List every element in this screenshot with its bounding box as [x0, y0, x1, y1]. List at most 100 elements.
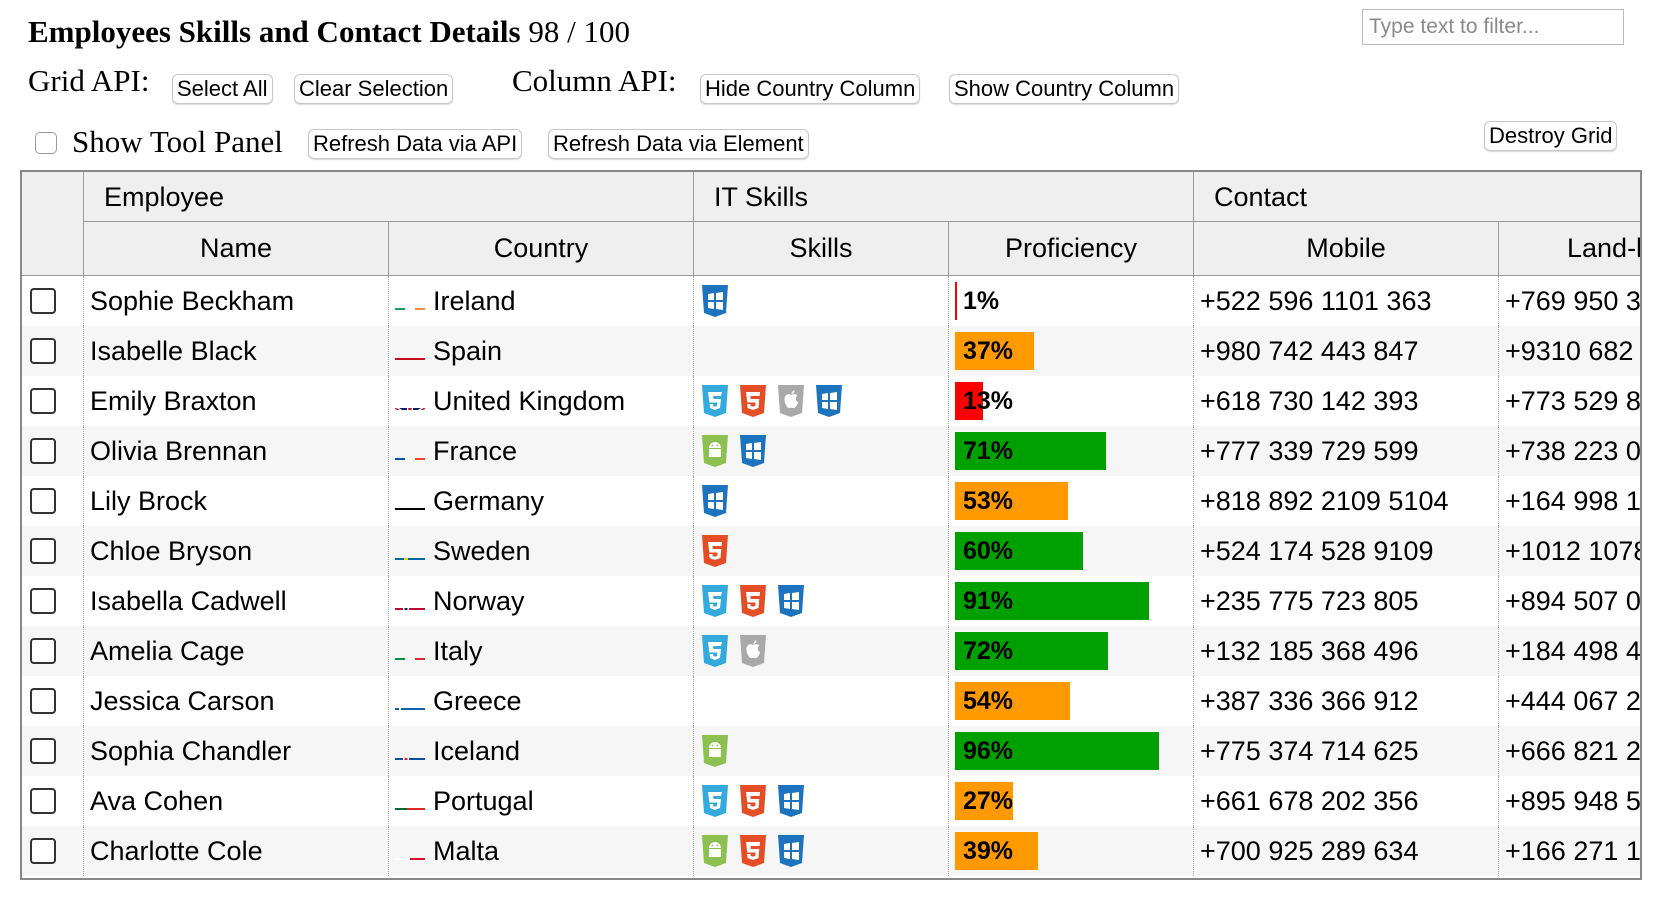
proficiency-cell[interactable]: 54%: [949, 676, 1194, 726]
row-checkbox[interactable]: [30, 288, 56, 314]
row-checkbox[interactable]: [30, 388, 56, 414]
name-cell[interactable]: Lily Brock: [84, 476, 389, 526]
skills-cell[interactable]: [694, 726, 949, 776]
skills-cell[interactable]: [694, 676, 949, 726]
skills-cell[interactable]: [694, 776, 949, 826]
row-checkbox[interactable]: [30, 788, 56, 814]
table-row[interactable]: Olivia Brennan France 71% +777 339 729 599 +…: [22, 426, 1641, 476]
row-checkbox[interactable]: [30, 338, 56, 364]
hide-country-column-button[interactable]: Hide Country Column: [700, 74, 921, 104]
destroy-grid-button[interactable]: Destroy Grid: [1484, 121, 1618, 151]
column-header-country[interactable]: Country: [389, 222, 694, 275]
skills-cell[interactable]: [694, 426, 949, 476]
proficiency-cell[interactable]: 53%: [949, 476, 1194, 526]
proficiency-cell[interactable]: 37%: [949, 326, 1194, 376]
proficiency-cell[interactable]: 96%: [949, 726, 1194, 776]
name-cell[interactable]: Jessica Carson: [84, 676, 389, 726]
skills-cell[interactable]: [694, 276, 949, 326]
name-cell[interactable]: Isabelle Black: [84, 326, 389, 376]
proficiency-cell[interactable]: 71%: [949, 426, 1194, 476]
name-cell[interactable]: Emily Braxton: [84, 376, 389, 426]
column-header-name[interactable]: Name: [84, 222, 389, 275]
show-tool-panel-checkbox[interactable]: [35, 132, 57, 154]
row-checkbox[interactable]: [30, 538, 56, 564]
mobile-cell[interactable]: +522 596 1101 363: [1194, 276, 1499, 326]
column-header-skills[interactable]: Skills: [694, 222, 949, 275]
table-row[interactable]: Chloe Bryson Sweden 60% +524 174 528 9109 +1…: [22, 526, 1642, 576]
country-cell[interactable]: Italy: [389, 626, 694, 676]
row-checkbox[interactable]: [30, 438, 56, 464]
landline-cell[interactable]: +895 948 5: [1505, 786, 1641, 816]
country-cell[interactable]: Malta: [389, 826, 694, 876]
column-header-mobile[interactable]: Mobile: [1194, 222, 1499, 275]
proficiency-cell[interactable]: 60%: [949, 526, 1194, 576]
landline-cell[interactable]: +1012 1078: [1505, 536, 1642, 566]
landline-cell[interactable]: +773 529 8: [1505, 386, 1641, 416]
mobile-cell[interactable]: +700 925 289 634: [1194, 826, 1499, 876]
row-checkbox[interactable]: [30, 838, 56, 864]
country-cell[interactable]: Sweden: [389, 526, 694, 576]
mobile-cell[interactable]: +132 185 368 496: [1194, 626, 1499, 676]
name-cell[interactable]: Amelia Cage: [84, 626, 389, 676]
skills-cell[interactable]: [694, 576, 949, 626]
refresh-data-api-button[interactable]: Refresh Data via API: [308, 129, 523, 159]
country-cell[interactable]: Germany: [389, 476, 694, 526]
table-row[interactable]: Sophia Chandler Iceland 96% +775 374 714 62…: [22, 726, 1640, 776]
landline-cell[interactable]: +444 067 2: [1505, 686, 1641, 716]
mobile-cell[interactable]: +777 339 729 599: [1194, 426, 1499, 476]
proficiency-cell[interactable]: 13%: [949, 376, 1194, 426]
country-cell[interactable]: Iceland: [389, 726, 694, 776]
show-country-column-button[interactable]: Show Country Column: [949, 74, 1180, 104]
country-cell[interactable]: Norway: [389, 576, 694, 626]
country-cell[interactable]: Ireland: [389, 276, 694, 326]
mobile-cell[interactable]: +524 174 528 9109: [1194, 526, 1499, 576]
landline-cell[interactable]: +769 950 3: [1505, 286, 1641, 316]
skills-cell[interactable]: [694, 526, 949, 576]
landline-cell[interactable]: +164 998 1: [1505, 486, 1641, 516]
mobile-cell[interactable]: +235 775 723 805: [1194, 576, 1499, 626]
name-cell[interactable]: Ava Cohen: [84, 776, 389, 826]
proficiency-cell[interactable]: 27%: [949, 776, 1194, 826]
table-row[interactable]: Amelia Cage Italy 72% +132 185 368 496 +184 …: [22, 626, 1641, 676]
row-checkbox[interactable]: [30, 638, 56, 664]
filter-input[interactable]: [1362, 9, 1624, 45]
country-cell[interactable]: Portugal: [389, 776, 694, 826]
country-cell[interactable]: Spain: [389, 326, 694, 376]
mobile-cell[interactable]: +387 336 366 912: [1194, 676, 1499, 726]
proficiency-cell[interactable]: 72%: [949, 626, 1194, 676]
clear-selection-button[interactable]: Clear Selection: [294, 74, 454, 104]
name-cell[interactable]: Charlotte Cole: [84, 826, 389, 876]
name-cell[interactable]: Olivia Brennan: [84, 426, 389, 476]
name-cell[interactable]: Chloe Bryson: [84, 526, 389, 576]
landline-cell[interactable]: +9310 682: [1505, 336, 1634, 366]
table-row[interactable]: Isabella Cadwell Norway 91% +235 775 723 80…: [22, 576, 1641, 626]
skills-cell[interactable]: [694, 376, 949, 426]
select-all-button[interactable]: Select All: [172, 74, 273, 104]
column-header-landline[interactable]: Land-l: [1567, 233, 1642, 263]
landline-cell[interactable]: +738 223 0: [1505, 436, 1641, 466]
table-row[interactable]: Isabelle Black Spain 37% +980 742 443 847 +9…: [22, 326, 1640, 376]
landline-cell[interactable]: +894 507 0: [1505, 586, 1641, 616]
table-row[interactable]: Jessica Carson Greece 54% +387 336 366 912 +…: [22, 676, 1641, 726]
row-checkbox[interactable]: [30, 738, 56, 764]
proficiency-cell[interactable]: 91%: [949, 576, 1194, 626]
skills-cell[interactable]: [694, 826, 949, 876]
landline-cell[interactable]: +184 498 4: [1505, 636, 1641, 666]
row-checkbox[interactable]: [30, 488, 56, 514]
skills-cell[interactable]: [694, 626, 949, 676]
proficiency-cell[interactable]: 39%: [949, 826, 1194, 876]
country-cell[interactable]: Greece: [389, 676, 694, 726]
skills-cell[interactable]: [694, 476, 949, 526]
table-row[interactable]: Ava Cohen Portugal 27% +661 678 202 356 +895…: [22, 776, 1641, 826]
table-row[interactable]: Lily Brock Germany 53% +818 892 2109 5104 +1…: [22, 476, 1641, 526]
name-cell[interactable]: Isabella Cadwell: [84, 576, 389, 626]
column-header-proficiency[interactable]: Proficiency: [949, 222, 1194, 275]
mobile-cell[interactable]: +618 730 142 393: [1194, 376, 1499, 426]
landline-cell[interactable]: +166 271 1: [1505, 836, 1641, 866]
skills-cell[interactable]: [694, 326, 949, 376]
mobile-cell[interactable]: +818 892 2109 5104: [1194, 476, 1499, 526]
name-cell[interactable]: Sophie Beckham: [84, 276, 389, 326]
mobile-cell[interactable]: +775 374 714 625: [1194, 726, 1499, 776]
table-row[interactable]: Emily Braxton United Kingdom 13% +618 730 1…: [22, 376, 1641, 426]
proficiency-cell[interactable]: 1%: [949, 276, 1194, 326]
